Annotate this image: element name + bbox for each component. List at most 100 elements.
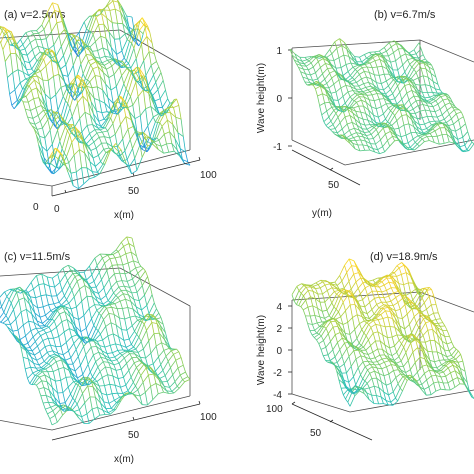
surface-mesh-line	[135, 306, 139, 315]
surface-mesh-line	[318, 340, 324, 345]
surface-mesh-line	[118, 151, 125, 163]
surface-mesh-line	[128, 350, 131, 352]
surface-mesh-line	[121, 351, 128, 356]
surface-mesh-line	[75, 271, 79, 275]
surface-mesh-line	[367, 57, 374, 63]
surface-mesh-line	[363, 324, 370, 334]
surface-mesh-line	[114, 272, 120, 275]
surface-mesh-line	[124, 316, 131, 320]
surface-mesh-line	[74, 81, 81, 91]
surface-mesh-line	[117, 2, 121, 12]
surface-mesh-line	[441, 122, 444, 125]
surface-mesh-line	[419, 141, 425, 147]
surface-mesh-line	[291, 294, 295, 302]
surface-mesh-line	[414, 142, 418, 145]
surface-mesh-line	[75, 44, 82, 53]
surface-mesh-line	[134, 394, 141, 397]
surface-mesh-line	[371, 94, 375, 101]
surface-mesh-line	[31, 350, 35, 356]
surface-mesh-line	[432, 81, 436, 89]
surface-mesh-line	[2, 318, 9, 324]
panel-d-surface	[291, 258, 474, 407]
surface-mesh-line	[78, 139, 85, 143]
surface-mesh-line	[386, 287, 392, 291]
surface-mesh-line	[33, 32, 39, 35]
surface-mesh-line	[85, 378, 91, 381]
surface-mesh-line	[386, 77, 392, 82]
surface-mesh-line	[60, 115, 64, 122]
surface-mesh-line	[59, 119, 63, 123]
surface-mesh-line	[438, 365, 445, 371]
surface-mesh-line	[117, 264, 121, 274]
surface-mesh-line	[91, 408, 95, 420]
surface-mesh-line	[62, 96, 66, 101]
surface-mesh-line	[12, 69, 19, 73]
surface-mesh-line	[402, 380, 408, 392]
surface-mesh-line	[20, 308, 27, 313]
surface-mesh-line	[364, 64, 368, 68]
surface-mesh-line	[69, 107, 73, 117]
surface-mesh-line	[129, 285, 135, 288]
surface-mesh-line	[409, 142, 416, 148]
surface-mesh-line	[88, 145, 92, 151]
surface-mesh-line	[135, 74, 142, 83]
surface-mesh-line	[25, 330, 32, 337]
surface-mesh-line	[44, 346, 48, 353]
surface-mesh-line	[307, 78, 311, 83]
surface-mesh-line	[110, 322, 114, 334]
surface-mesh-line	[156, 61, 160, 68]
surface-mesh-line	[127, 382, 134, 392]
surface-mesh-line	[61, 408, 68, 411]
surface-mesh-line	[128, 110, 132, 120]
surface-mesh-line	[303, 295, 307, 301]
surface-mesh-line	[374, 51, 377, 55]
surface-mesh-line	[346, 366, 352, 374]
surface-mesh-line	[131, 170, 138, 175]
surface-mesh-line	[433, 123, 436, 126]
surface-mesh-line	[117, 146, 120, 157]
surface-mesh-line	[400, 369, 406, 373]
surface-mesh-line	[107, 292, 114, 301]
surface-mesh-line	[40, 105, 44, 111]
surface-mesh-line	[329, 356, 336, 361]
surface-mesh-line	[143, 317, 147, 322]
surface-mesh-line	[444, 127, 448, 135]
surface-mesh-line	[163, 350, 167, 357]
surface-mesh-line	[125, 298, 131, 302]
surface-mesh-line	[336, 74, 340, 81]
surface-mesh-line	[33, 288, 36, 298]
surface-mesh-line	[419, 94, 423, 99]
surface-mesh-line	[424, 134, 428, 137]
surface-mesh-line	[150, 65, 154, 75]
surface-mesh-line	[164, 112, 168, 121]
surface-mesh-line	[352, 112, 359, 118]
surface-mesh-line	[119, 67, 122, 76]
surface-mesh-line	[107, 0, 114, 6]
surface-mesh-line	[444, 141, 450, 144]
surface-mesh-line	[328, 87, 332, 94]
surface-mesh-line	[413, 63, 420, 70]
surface-mesh-line	[85, 88, 92, 102]
surface-mesh-line	[54, 10, 58, 23]
surface-mesh-line	[150, 353, 154, 364]
surface-mesh-line	[93, 136, 100, 143]
surface-mesh-line	[380, 83, 384, 91]
surface-mesh-line	[324, 49, 331, 57]
surface-mesh-line	[96, 86, 100, 101]
surface-mesh-line	[392, 112, 396, 116]
surface-mesh-line	[63, 55, 67, 66]
surface-mesh-line	[37, 115, 41, 122]
surface-mesh-line	[168, 348, 172, 351]
surface-mesh-line	[103, 24, 107, 39]
surface-mesh-line	[116, 281, 120, 288]
surface-mesh-line	[159, 89, 166, 99]
surface-mesh-line	[61, 319, 68, 322]
surface-mesh-line	[64, 393, 71, 403]
surface-mesh-line	[385, 118, 388, 123]
surface-mesh-line	[151, 317, 154, 320]
surface-mesh-line	[61, 404, 64, 407]
surface-mesh-line	[367, 119, 371, 125]
panel-a-x-tick: 0	[54, 204, 60, 215]
surface-mesh-line	[47, 75, 54, 81]
surface-mesh-line	[106, 265, 113, 271]
